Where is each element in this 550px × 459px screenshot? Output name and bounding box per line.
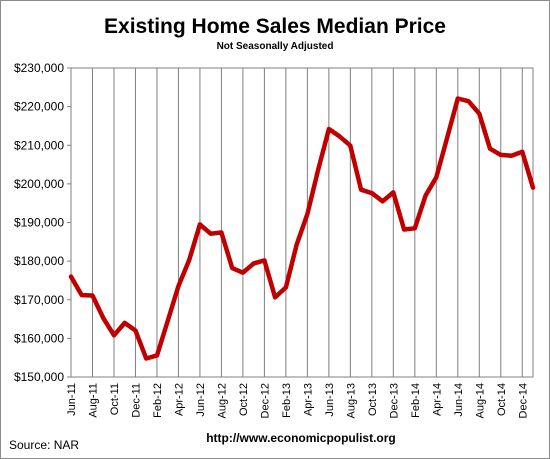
x-tick-label: Jun-13 — [324, 383, 336, 417]
chart-subtitle: Not Seasonally Adjusted — [217, 41, 334, 52]
x-tick-label: Feb-12 — [152, 383, 164, 418]
x-tick-label: Apr-13 — [302, 383, 314, 416]
x-tick-label: Apr-12 — [173, 383, 185, 416]
y-tick-label: $200,000 — [14, 177, 64, 191]
y-tick-label: $170,000 — [14, 293, 64, 307]
x-tick-label: Oct-14 — [496, 383, 508, 416]
x-tick-label: Jun-12 — [195, 383, 207, 417]
y-axis-ticks: $150,000 $160,000 $170,000 $180,000 $190,000… — [14, 61, 71, 384]
x-tick-label: Dec-12 — [259, 383, 271, 418]
gridlines — [91, 68, 523, 377]
chart-title: Existing Home Sales Median Price — [104, 15, 446, 38]
website-url: http://www.economicpopulist.org — [206, 431, 396, 445]
plot-area-frame — [70, 67, 534, 378]
x-tick-label: Dec-11 — [130, 383, 142, 418]
x-tick-label: Aug-12 — [216, 383, 228, 418]
series-line-median-price — [68, 96, 536, 361]
x-tick-label: Aug-14 — [474, 383, 486, 418]
source-note: Source: NAR — [9, 438, 79, 452]
x-tick-label: Feb-13 — [281, 383, 293, 418]
y-tick-label: $230,000 — [14, 61, 64, 75]
x-axis-ticks: Jun-11 Aug-11 Oct-11 Dec-11 Feb-12 Apr-12 Jun-… — [66, 383, 529, 418]
x-tick-label: Jun-14 — [453, 383, 465, 417]
y-tick-label: $190,000 — [14, 216, 64, 230]
y-tick-label: $220,000 — [14, 100, 64, 114]
x-tick-label: Oct-12 — [238, 383, 250, 416]
x-tick-label: Oct-11 — [109, 383, 121, 415]
x-tick-label: Aug-13 — [345, 383, 357, 418]
x-tick-label: Dec-13 — [388, 383, 400, 418]
x-tick-label: Jun-11 — [66, 383, 78, 416]
x-tick-label: Oct-13 — [367, 383, 379, 416]
y-tick-label: $180,000 — [14, 254, 64, 268]
x-tick-label: Dec-14 — [517, 383, 529, 418]
y-tick-label: $150,000 — [14, 370, 64, 384]
y-tick-label: $210,000 — [14, 138, 64, 152]
x-tick-label: Aug-11 — [87, 383, 99, 418]
x-tick-label: Apr-14 — [431, 383, 443, 416]
x-tick-label: Feb-14 — [410, 383, 422, 418]
y-tick-label: $160,000 — [14, 331, 64, 345]
